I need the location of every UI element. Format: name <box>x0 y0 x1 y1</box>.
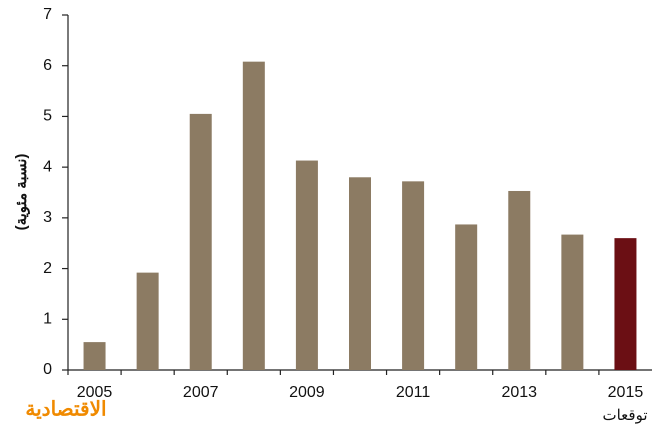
logo: الاقتصادية <box>25 398 106 420</box>
y-tick-label: 3 <box>43 209 52 226</box>
bar <box>295 160 318 370</box>
y-tick-label: 7 <box>43 6 52 23</box>
y-tick-label: 5 <box>43 108 52 125</box>
bar <box>349 177 371 370</box>
x-tick-label: 2005 <box>77 384 113 401</box>
bar <box>242 61 265 371</box>
bar <box>614 238 637 370</box>
x-tick-label: 2011 <box>396 384 431 401</box>
y-tick-label: 4 <box>43 158 52 175</box>
y-tick-label: 0 <box>43 361 52 378</box>
bar <box>561 234 584 370</box>
x-tick-label: 2007 <box>183 384 219 401</box>
bar <box>455 224 478 370</box>
x-tick-label: 2013 <box>501 384 537 401</box>
y-tick-label: 6 <box>43 57 52 74</box>
bar <box>189 113 212 371</box>
y-axis-label: (نسبة مئوية) <box>13 154 30 231</box>
bar <box>508 190 531 370</box>
bar <box>136 272 159 370</box>
annotation: توقعات <box>602 407 647 424</box>
x-tick-label: 2009 <box>289 384 325 401</box>
bar <box>83 342 106 370</box>
bar <box>402 181 425 370</box>
y-tick-label: 1 <box>43 311 52 328</box>
x-tick-label: 2015 <box>608 384 644 401</box>
y-tick-label: 2 <box>43 260 52 277</box>
